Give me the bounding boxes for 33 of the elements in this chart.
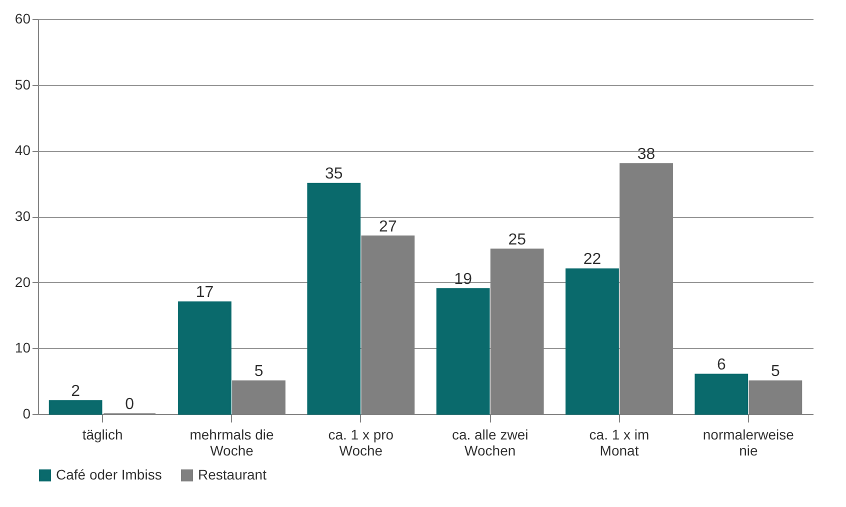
data-label: 27 bbox=[379, 218, 397, 236]
data-label: 6 bbox=[716, 356, 726, 374]
data-label: 35 bbox=[325, 166, 343, 183]
legend-label: Restaurant bbox=[198, 466, 267, 482]
x-tick-label: ca. alle zwei Wochen bbox=[452, 426, 528, 458]
legend-label: Café oder Imbiss bbox=[56, 466, 162, 482]
y-tick-label: 20 bbox=[14, 274, 31, 290]
y-tick-label: 40 bbox=[14, 142, 31, 158]
y-tick-label: 60 bbox=[14, 10, 31, 26]
y-tick-label: 10 bbox=[14, 340, 31, 356]
bar bbox=[566, 268, 619, 415]
data-label: 19 bbox=[454, 270, 472, 288]
data-label: 0 bbox=[125, 396, 134, 413]
data-label: 5 bbox=[770, 363, 780, 380]
x-tick-label: mehrmals die Woche bbox=[190, 426, 274, 458]
y-tick-label: 50 bbox=[14, 76, 31, 92]
bar bbox=[694, 374, 748, 415]
bar bbox=[178, 301, 232, 415]
x-tick-label: täglich bbox=[82, 426, 123, 442]
bar bbox=[48, 400, 102, 415]
x-tick-label: normalerweise nie bbox=[702, 426, 794, 458]
bar bbox=[307, 182, 361, 415]
x-tick-label: ca. 1 x im Monat bbox=[589, 426, 650, 458]
x-tick-label: ca. 1 x pro Woche bbox=[328, 426, 394, 458]
y-tick-label: 30 bbox=[14, 208, 31, 224]
data-label: 17 bbox=[196, 284, 214, 302]
data-label: 22 bbox=[583, 251, 602, 268]
bar bbox=[436, 288, 490, 415]
data-label: 25 bbox=[508, 231, 526, 248]
data-label: 2 bbox=[71, 382, 80, 400]
data-label: 5 bbox=[254, 363, 264, 380]
data-label: 38 bbox=[637, 146, 656, 163]
y-tick-label: 0 bbox=[22, 406, 31, 422]
